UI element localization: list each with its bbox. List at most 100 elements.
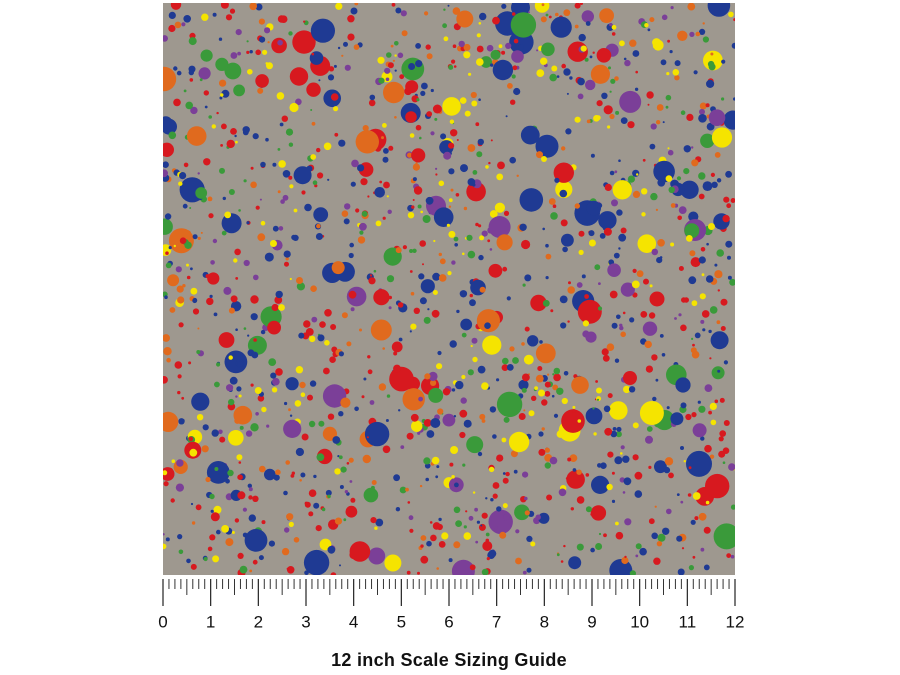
paint-dot [620,227,627,234]
paint-dot [423,316,431,324]
paint-dot [428,387,444,403]
paint-dot [676,493,680,496]
paint-dot [225,14,233,21]
paint-dot [248,495,253,500]
paint-dot [423,457,431,465]
paint-dot [405,111,417,123]
paint-dot [586,119,591,124]
paint-dot [301,433,309,441]
paint-dot [731,42,735,49]
paint-dot [413,186,423,195]
paint-dot [349,541,371,562]
paint-dot [729,278,735,286]
paint-dot [436,363,443,370]
paint-dot [574,203,580,209]
paint-dot [420,90,426,96]
paint-dot [271,37,287,54]
paint-dot [632,169,640,177]
paint-dot [622,491,626,494]
paint-dot [385,419,389,422]
paint-dot [615,110,620,115]
paint-dot [648,312,656,319]
paint-dot [329,356,336,364]
paint-dot [465,510,468,513]
paint-dot [188,69,194,76]
paint-dot [585,407,603,425]
paint-dot [677,215,682,221]
paint-dot [228,398,235,406]
paint-dot [278,160,286,168]
paint-dot [708,63,716,71]
paint-dot [709,306,718,314]
paint-dot [259,198,262,201]
paint-dot [397,52,404,59]
paint-dot [203,158,211,166]
paint-dot [723,360,729,365]
paint-dot [233,84,246,97]
paint-dot [234,518,240,523]
paint-dot [561,397,568,405]
paint-dot [710,419,717,426]
paint-dot [549,456,558,465]
paint-dot [429,521,433,524]
paint-dot [212,555,220,563]
paint-dot [466,181,486,202]
paint-dot [426,53,433,60]
paint-dot [165,251,169,255]
paint-dot [375,518,384,527]
paint-dot [449,462,454,467]
paint-dot [545,243,549,248]
paint-dot [705,473,730,499]
paint-dot [708,329,712,334]
paint-dot [542,299,550,307]
paint-dot [209,294,213,298]
paint-dot [284,401,288,406]
paint-dot [219,96,223,100]
paint-dot [655,378,659,382]
paint-dot [188,361,192,365]
paint-dot [591,475,610,494]
paint-dot [334,132,339,137]
paint-dot [464,110,471,117]
paint-dot [430,131,435,136]
paint-dot [477,365,486,374]
paint-dot [415,43,421,49]
paint-dot [337,46,341,50]
paint-dot [285,377,299,391]
paint-dot [619,323,623,327]
paint-dot [706,79,715,88]
paint-dot [723,420,730,426]
paint-dot [163,66,177,92]
paint-dot [454,482,459,488]
paint-dot [700,319,705,324]
paint-dot [538,448,546,456]
paint-dot [191,521,196,525]
paint-dot [383,148,389,154]
paint-dot [424,373,431,380]
paint-dot [230,127,237,135]
paint-dot [544,462,551,469]
paint-dot [620,445,625,450]
paint-dot [247,483,252,488]
paint-dot [649,143,656,150]
paint-dot [207,272,220,285]
paint-dot [393,351,398,356]
paint-dot [567,41,588,62]
paint-dot [221,230,227,236]
paint-dot [700,133,715,148]
paint-dot [595,380,598,383]
paint-dot [611,24,617,30]
paint-dot [323,367,330,375]
paint-dot [668,472,674,479]
paint-dot [708,109,726,126]
paint-dot [705,500,710,505]
paint-dot [395,247,402,254]
ruler-label: 6 [444,612,453,631]
paint-dot [703,564,710,571]
paint-dot [183,162,189,168]
paint-dot [211,429,219,437]
paint-dot [228,307,235,314]
paint-dot [570,507,574,511]
paint-dot [678,313,682,317]
paint-dot [507,83,513,89]
